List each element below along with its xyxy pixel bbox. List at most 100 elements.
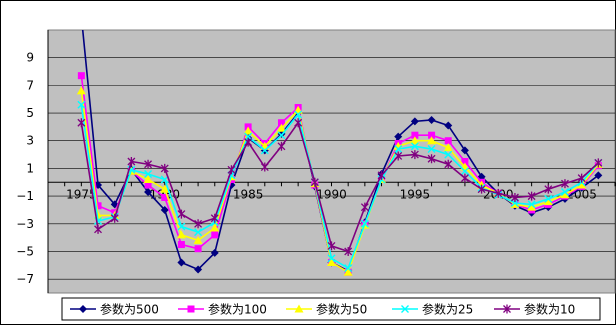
y-tick-label: 1 [26, 161, 34, 175]
data-point [543, 197, 553, 206]
data-point [194, 228, 203, 237]
data-point [161, 193, 169, 201]
x-tick-label: 1975 [66, 187, 97, 201]
data-point [577, 173, 586, 183]
data-point [444, 121, 453, 130]
legend-marker [401, 305, 409, 313]
data-point [327, 241, 336, 251]
legend-label: 参数为25 [422, 302, 473, 317]
series-4 [77, 118, 603, 256]
data-point [294, 118, 303, 128]
series-line [80, 120, 599, 253]
data-point [94, 202, 102, 210]
axes: 97531−1−3−5−7197519801985199019952000200… [16, 30, 616, 293]
data-point [260, 162, 269, 172]
data-point [327, 258, 336, 267]
data-point [577, 180, 587, 189]
data-point [444, 150, 453, 159]
data-point [461, 158, 469, 165]
legend-item: 参数为100 [178, 302, 267, 317]
data-point [77, 72, 85, 80]
legend-label: 参数为50 [316, 302, 367, 317]
gridlines [48, 57, 615, 280]
series-line [80, 90, 599, 274]
data-point [427, 115, 436, 124]
legend-label: 参数为10 [524, 302, 575, 317]
y-tick-label: 7 [26, 78, 34, 92]
data-point [394, 151, 403, 161]
data-point [244, 137, 253, 147]
data-point [127, 157, 136, 166]
data-point [544, 184, 553, 194]
data-point [277, 119, 285, 127]
data-point [77, 100, 86, 109]
legend-item: 参数为10 [494, 302, 575, 317]
data-point [594, 171, 603, 180]
data-point [377, 170, 386, 180]
data-point [560, 187, 569, 196]
legend-marker [79, 305, 87, 313]
data-point [327, 254, 336, 263]
legend-marker [503, 304, 511, 314]
legend-item: 参数为50 [286, 302, 367, 317]
x-tick-label: 1995 [400, 187, 431, 201]
data-point [427, 136, 437, 145]
legend-label: 参数为100 [208, 302, 267, 317]
data-point [177, 241, 185, 249]
data-point [193, 235, 203, 244]
data-point [460, 167, 469, 176]
legend-item: 参数为25 [392, 302, 473, 317]
data-point [210, 248, 219, 257]
legend-item: 参数为500 [70, 302, 159, 317]
legend-marker [294, 304, 304, 313]
data-point [210, 223, 220, 232]
data-point [194, 265, 203, 274]
data-point [94, 224, 102, 234]
data-point [360, 202, 369, 212]
data-point [410, 142, 419, 151]
data-point [394, 145, 403, 154]
data-point [294, 110, 303, 119]
data-point [160, 163, 169, 173]
data-point [411, 131, 419, 139]
data-point [76, 86, 86, 95]
y-tick-label: −7 [16, 272, 34, 286]
data-point [410, 150, 419, 160]
data-point [343, 267, 353, 276]
data-point [160, 184, 170, 193]
data-point [160, 175, 169, 184]
data-point [460, 173, 469, 183]
series-layer [76, 30, 603, 276]
data-point [344, 246, 353, 256]
data-point [277, 131, 286, 140]
data-point [194, 219, 203, 229]
data-point [510, 192, 519, 202]
data-point [494, 188, 503, 198]
y-tick-label: 9 [26, 51, 34, 65]
x-tick-label: 1990 [316, 187, 347, 201]
data-point [527, 200, 536, 209]
data-point [227, 165, 236, 175]
data-point [428, 131, 436, 139]
data-point [144, 159, 153, 169]
data-point [477, 184, 486, 194]
data-point [443, 143, 453, 152]
x-tick-label: 1985 [233, 187, 264, 201]
y-tick-label: −5 [16, 244, 34, 258]
series-line [80, 104, 599, 270]
data-point [310, 177, 319, 187]
data-point [210, 213, 219, 223]
data-point [394, 132, 403, 141]
data-point [144, 181, 152, 189]
data-point [527, 191, 536, 201]
data-point [460, 146, 469, 155]
data-point [194, 245, 202, 253]
legend-box [61, 297, 601, 321]
data-point [77, 118, 86, 128]
y-tick-label: −3 [16, 217, 34, 231]
data-point [177, 222, 186, 231]
data-point [344, 264, 353, 273]
legend: 参数为500 参数为100 参数为50 参数为25 参数为10 [61, 297, 601, 321]
data-point [544, 194, 553, 203]
